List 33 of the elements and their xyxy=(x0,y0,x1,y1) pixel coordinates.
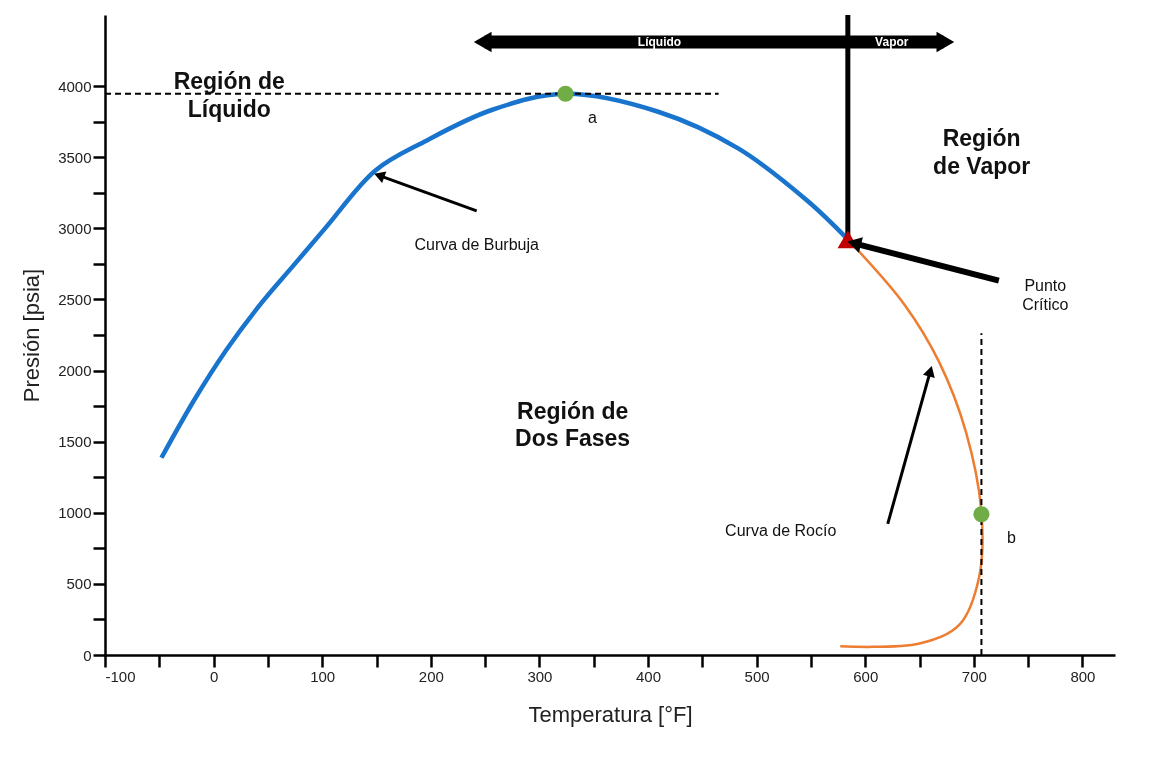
annotation: b xyxy=(1006,529,1016,547)
annotation: Región de Vapor xyxy=(933,125,1031,179)
annotation: Región de Dos Fases xyxy=(515,397,631,452)
point xyxy=(973,506,990,523)
y-tick-label: 1000 xyxy=(58,504,92,522)
x-tick-label: 0 xyxy=(209,667,219,685)
x-tick-label: 300 xyxy=(527,667,553,685)
point xyxy=(557,85,574,102)
y-tick-label: 2000 xyxy=(58,362,92,380)
annotation: a xyxy=(588,108,598,126)
annotation: Líquido xyxy=(637,34,682,49)
x-tick-label: -100 xyxy=(105,667,136,685)
annotation: Punto Crítico xyxy=(1022,276,1069,313)
annotation: Curva de Burbuja xyxy=(414,235,540,253)
x-tick-label: 600 xyxy=(853,667,879,685)
y-tick-label: 3000 xyxy=(58,219,92,237)
y-tick-label: 500 xyxy=(66,575,92,593)
y-tick-label: 0 xyxy=(83,646,92,664)
x-tick-label: 500 xyxy=(744,667,770,685)
annotation: Curva de Rocío xyxy=(725,522,837,540)
y-tick-label: 1500 xyxy=(58,433,92,451)
y-tick-label: 4000 xyxy=(58,77,92,95)
x-axis-title: Temperatura [°F] xyxy=(528,701,693,727)
x-tick-label: 200 xyxy=(418,667,444,685)
annotation: Vapor xyxy=(875,34,909,49)
x-tick-label: 800 xyxy=(1070,667,1096,685)
x-tick-label: 100 xyxy=(310,667,336,685)
y-tick-label: 3500 xyxy=(58,148,92,166)
annotation: Región de Líquido xyxy=(173,68,285,122)
x-tick-label: 700 xyxy=(961,667,987,685)
y-axis-title: Presión [psia] xyxy=(19,268,45,403)
y-tick-label: 2500 xyxy=(58,290,92,308)
x-tick-label: 400 xyxy=(636,667,662,685)
